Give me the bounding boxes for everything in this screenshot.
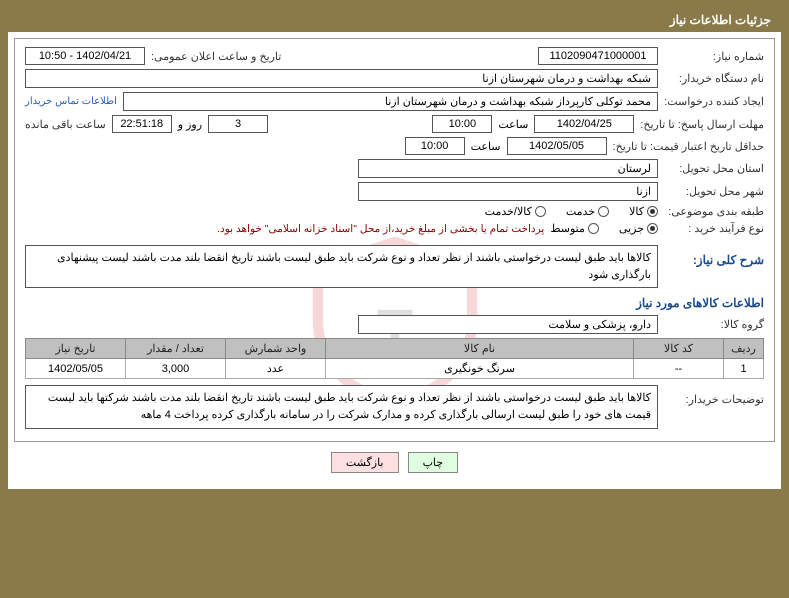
deadline-label: مهلت ارسال پاسخ: تا تاریخ:	[640, 118, 764, 131]
panel-title: جزئیات اطلاعات نیاز	[8, 8, 781, 32]
deadline-date: 1402/04/25	[534, 115, 634, 133]
buyer-value: شبکه بهداشت و درمان شهرستان ازنا	[25, 69, 658, 88]
days-value: 3	[208, 115, 268, 133]
items-section-title: اطلاعات کالاهای مورد نیاز	[25, 296, 764, 310]
need-no-label: شماره نیاز:	[664, 50, 764, 63]
th-unit: واحد شمارش	[226, 339, 326, 359]
creator-value: محمد توکلی کارپرداز شبکه بهداشت و درمان …	[123, 92, 658, 111]
cell-code: --	[634, 359, 724, 379]
announce-label: تاریخ و ساعت اعلان عمومی:	[151, 50, 281, 63]
validity-time: 10:00	[405, 137, 465, 155]
hour-label-2: ساعت	[471, 140, 501, 153]
validity-label: حداقل تاریخ اعتبار قیمت: تا تاریخ:	[613, 140, 764, 153]
back-button[interactable]: بازگشت	[331, 452, 399, 473]
radio-icon	[647, 206, 658, 217]
category-label: طبقه بندی موضوعی:	[664, 205, 764, 218]
radio-icon	[598, 206, 609, 217]
th-code: کد کالا	[634, 339, 724, 359]
province-value: لرستان	[358, 159, 658, 178]
cell-row: 1	[724, 359, 764, 379]
table-row: 1--سرنگ خونگیریعدد3,0001402/05/05	[26, 359, 764, 379]
hour-label-1: ساعت	[498, 118, 528, 131]
cell-name: سرنگ خونگیری	[326, 359, 634, 379]
deadline-time: 10:00	[432, 115, 492, 133]
print-button[interactable]: چاپ	[408, 452, 459, 473]
desc-label: شرح کلی نیاز:	[664, 253, 764, 267]
contact-link[interactable]: اطلاعات تماس خریدار	[25, 96, 117, 107]
buyer-note-value: کالاها باید طبق لیست درخواستی باشند از ن…	[25, 385, 658, 429]
announce-value: 1402/04/21 - 10:50	[25, 47, 145, 65]
validity-date: 1402/05/05	[507, 137, 607, 155]
radio-icon	[535, 206, 546, 217]
group-label: گروه کالا:	[664, 318, 764, 331]
buyer-note-label: توضیحات خریدار:	[664, 385, 764, 406]
process-label: نوع فرآیند خرید :	[664, 222, 764, 235]
radio-service[interactable]: خدمت	[566, 205, 609, 218]
province-label: استان محل تحویل:	[664, 162, 764, 175]
th-row: ردیف	[724, 339, 764, 359]
desc-value: کالاها باید طبق لیست درخواستی باشند از ن…	[25, 245, 658, 288]
group-value: دارو، پزشکی و سلامت	[358, 315, 658, 334]
buyer-label: نام دستگاه خریدار:	[664, 72, 764, 85]
process-note: پرداخت تمام یا بخشی از مبلغ خرید،از محل …	[217, 223, 544, 235]
radio-icon	[647, 223, 658, 234]
radio-medium[interactable]: متوسط	[550, 222, 599, 235]
radio-partial[interactable]: جزیی	[619, 222, 658, 235]
countdown-value: 22:51:18	[112, 115, 172, 133]
items-table: ردیف کد کالا نام کالا واحد شمارش تعداد /…	[25, 338, 764, 379]
cell-unit: عدد	[226, 359, 326, 379]
cell-qty: 3,000	[126, 359, 226, 379]
th-qty: تعداد / مقدار	[126, 339, 226, 359]
cell-date: 1402/05/05	[26, 359, 126, 379]
radio-goods[interactable]: کالا	[629, 205, 658, 218]
need-no-value: 1102090471000001	[538, 47, 658, 65]
th-name: نام کالا	[326, 339, 634, 359]
radio-both[interactable]: کالا/خدمت	[485, 205, 546, 218]
th-date: تاریخ نیاز	[26, 339, 126, 359]
city-label: شهر محل تحویل:	[664, 185, 764, 198]
day-and-label: روز و	[178, 118, 202, 131]
creator-label: ایجاد کننده درخواست:	[664, 95, 764, 108]
radio-icon	[588, 223, 599, 234]
remain-label: ساعت باقی مانده	[25, 118, 106, 131]
city-value: ازنا	[358, 182, 658, 201]
